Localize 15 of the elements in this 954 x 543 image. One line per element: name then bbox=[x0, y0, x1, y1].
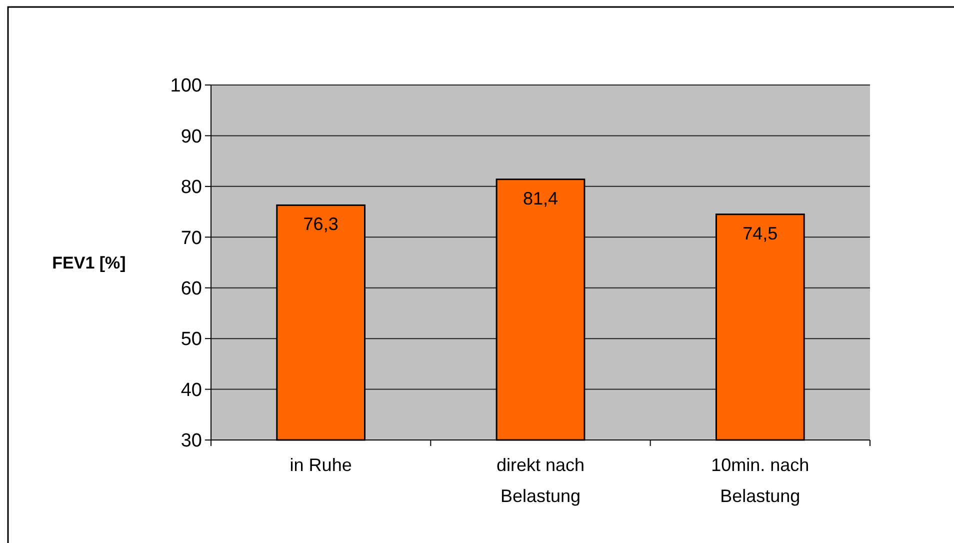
data-label: 74,5 bbox=[742, 223, 778, 244]
data-label: 81,4 bbox=[522, 188, 558, 208]
x-tick-label: direkt nach Belastung bbox=[496, 455, 585, 506]
y-axis-title: FEV1 [%] bbox=[52, 253, 126, 272]
y-tick-label: 50 bbox=[180, 329, 202, 350]
y-tick-label: 30 bbox=[180, 430, 202, 452]
x-tick-label: 10min. nach Belastung bbox=[711, 455, 810, 506]
x-tick-label: in Ruhe bbox=[290, 455, 352, 475]
y-tick-label: 60 bbox=[180, 278, 202, 300]
y-tick-label: 80 bbox=[180, 177, 202, 198]
y-tick-label: 90 bbox=[180, 126, 202, 148]
y-tick-label: 40 bbox=[180, 380, 202, 401]
data-label: 76,3 bbox=[303, 214, 338, 234]
y-tick-label: 100 bbox=[170, 76, 202, 97]
y-tick-label: 70 bbox=[180, 228, 202, 249]
